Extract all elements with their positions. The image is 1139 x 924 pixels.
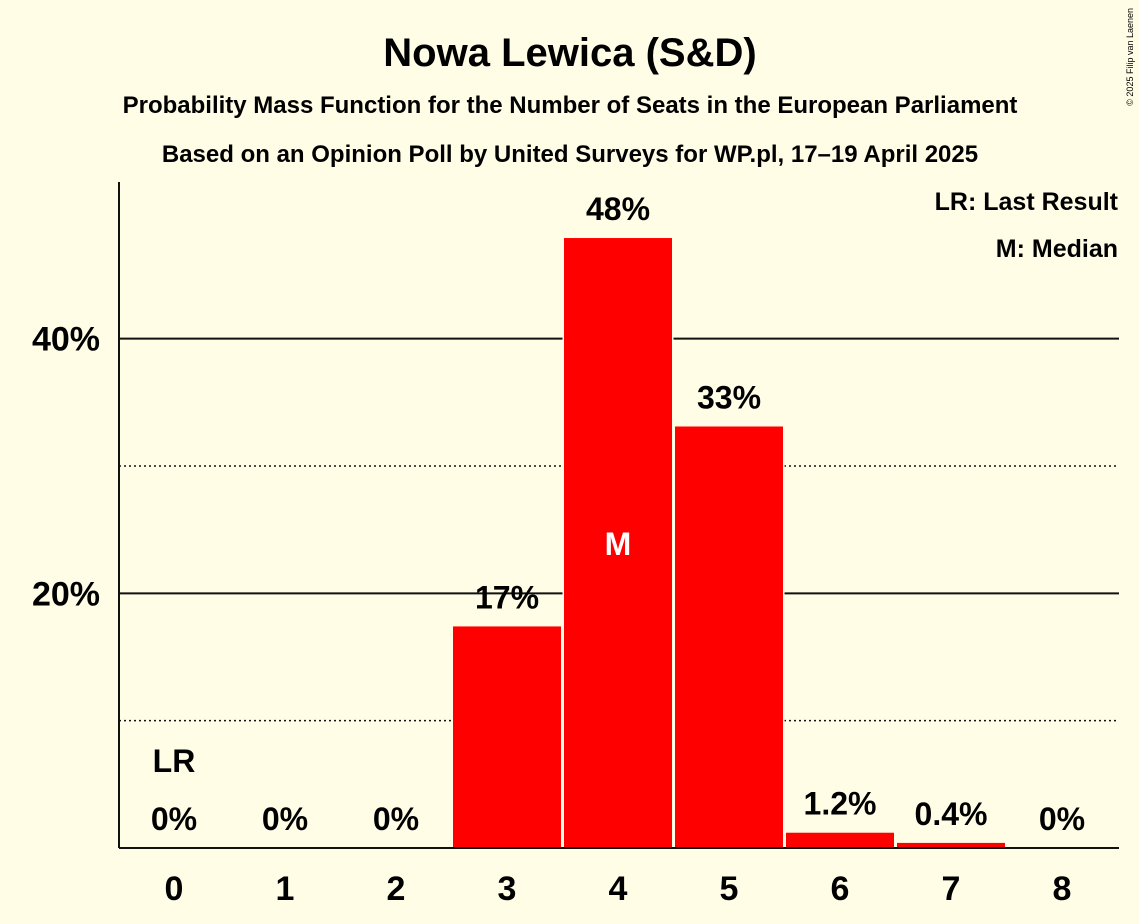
bar-value-label: 17%	[475, 579, 539, 615]
x-tick-label: 8	[1053, 870, 1072, 908]
bar	[897, 842, 1005, 848]
bar-value-label: 0%	[262, 801, 308, 837]
chart-subtitle-source: Based on an Opinion Poll by United Surve…	[162, 141, 978, 168]
bar-value-label: 1.2%	[804, 786, 877, 822]
bar	[786, 832, 894, 848]
x-tick-label: 1	[276, 870, 295, 908]
axes: 20% 40% 0 1 2 3 4 5 6 7 8	[32, 182, 1119, 908]
x-tick-label: 2	[387, 870, 406, 908]
bar-labels: 0% 0% 0% 17% 48% 33% 1.2% 0.4% 0% LR M	[151, 191, 1085, 837]
bar-value-label: 0%	[1039, 801, 1085, 837]
bar	[564, 238, 672, 849]
bar-value-label: 0%	[151, 801, 197, 837]
chart-title: Nowa Lewica (S&D)	[383, 31, 756, 75]
x-tick-label: 6	[831, 870, 850, 908]
bar-value-label: 0.4%	[915, 796, 988, 832]
bar-value-label: 48%	[586, 191, 650, 227]
chart-subtitle: Probability Mass Function for the Number…	[123, 92, 1018, 119]
last-result-marker: LR	[153, 743, 196, 779]
x-tick-label: 3	[498, 870, 517, 908]
y-tick-label: 40%	[32, 321, 100, 359]
bar-value-label: 0%	[373, 801, 419, 837]
bar	[675, 426, 783, 848]
copyright-text: © 2025 Filip van Laenen	[1125, 8, 1135, 106]
median-marker: M	[605, 526, 632, 562]
bars	[451, 236, 1007, 849]
bar	[453, 626, 561, 848]
x-tick-label: 5	[720, 870, 739, 908]
y-tick-label: 20%	[32, 575, 100, 613]
bar-value-label: 33%	[697, 379, 761, 415]
x-tick-label: 7	[942, 870, 961, 908]
legend-median: M: Median	[996, 235, 1118, 263]
x-tick-label: 0	[165, 870, 184, 908]
legend-last-result: LR: Last Result	[935, 188, 1119, 216]
x-tick-label: 4	[609, 870, 628, 908]
